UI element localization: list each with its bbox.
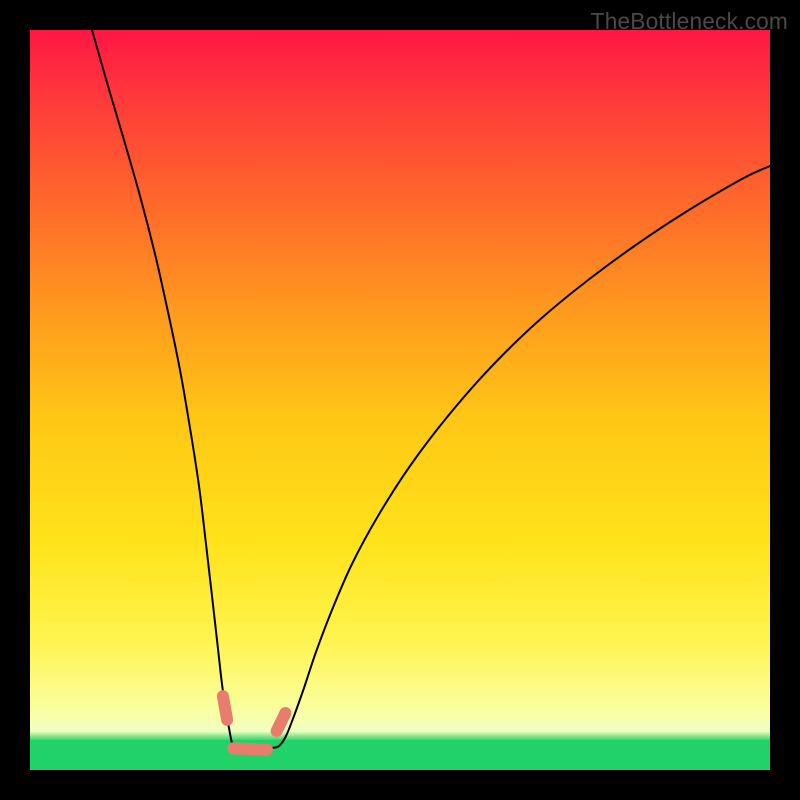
watermark-label: TheBottleneck.com bbox=[591, 8, 788, 35]
chart-root: TheBottleneck.com bbox=[0, 0, 800, 800]
outer-black-frame bbox=[0, 0, 800, 800]
